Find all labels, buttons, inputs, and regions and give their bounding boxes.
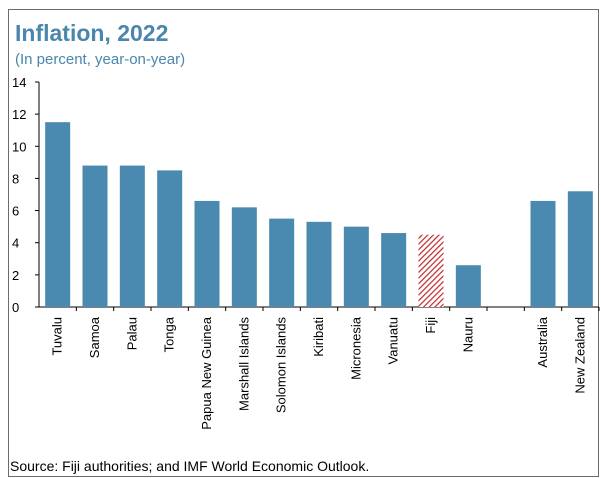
- category-label: Papua New Guinea: [199, 316, 214, 430]
- bar-nauru: [455, 265, 481, 307]
- chart-frame: [8, 9, 599, 477]
- bar-tonga: [157, 170, 183, 307]
- bar-samoa: [82, 165, 108, 307]
- category-labels: Tuvalu Samoa Palau Tonga Papua New Guinea Mar…: [50, 316, 588, 430]
- bar-palau: [119, 165, 145, 307]
- category-label: Samoa: [87, 316, 102, 358]
- bar-new-zealand: [567, 191, 593, 307]
- bar-vanuatu: [381, 233, 407, 307]
- y-tick-label: 12: [12, 107, 26, 122]
- axes: 0 2 4 6 8 10 12 14: [12, 75, 600, 315]
- y-tick-label: 10: [12, 139, 26, 154]
- bars: [45, 122, 593, 307]
- bar-chart: 0 2 4 6 8 10 12 14 Tuvalu Samoa Palau Tonga Papua N…: [12, 75, 600, 430]
- chart-title: Inflation, 2022: [15, 20, 169, 46]
- category-label: Tuvalu: [50, 317, 65, 356]
- category-label: Australia: [535, 316, 550, 367]
- category-label: Solomon Islands: [274, 317, 289, 414]
- source-note: Source: Fiji authorities; and IMF World …: [10, 458, 370, 474]
- category-label: Nauru: [460, 317, 475, 352]
- category-label: Kiribati: [311, 317, 326, 357]
- category-label: Fiji: [423, 317, 438, 334]
- bar-solomon-islands: [269, 218, 295, 307]
- category-label: Marshall Islands: [236, 317, 251, 411]
- bar-micronesia: [343, 226, 369, 307]
- category-label: Tonga: [162, 316, 177, 352]
- category-label: New Zealand: [572, 317, 587, 394]
- y-tick-label: 2: [12, 268, 19, 283]
- bar-papua-new-guinea: [194, 200, 220, 307]
- y-tick-label: 0: [12, 300, 19, 315]
- bar-kiribati: [306, 221, 332, 307]
- y-tick-label: 4: [12, 236, 19, 251]
- bar-fiji: [418, 234, 444, 307]
- category-label: Micronesia: [348, 316, 363, 380]
- category-label: Palau: [124, 317, 139, 350]
- chart-subtitle: (In percent, year-on-year): [15, 51, 186, 68]
- y-tick-label: 14: [12, 75, 26, 90]
- category-label: Vanuatu: [386, 317, 401, 364]
- y-tick-label: 6: [12, 204, 19, 219]
- bar-australia: [530, 200, 556, 307]
- bar-marshall-islands: [231, 207, 257, 307]
- y-tick-label: 8: [12, 171, 19, 186]
- bar-tuvalu: [45, 122, 71, 307]
